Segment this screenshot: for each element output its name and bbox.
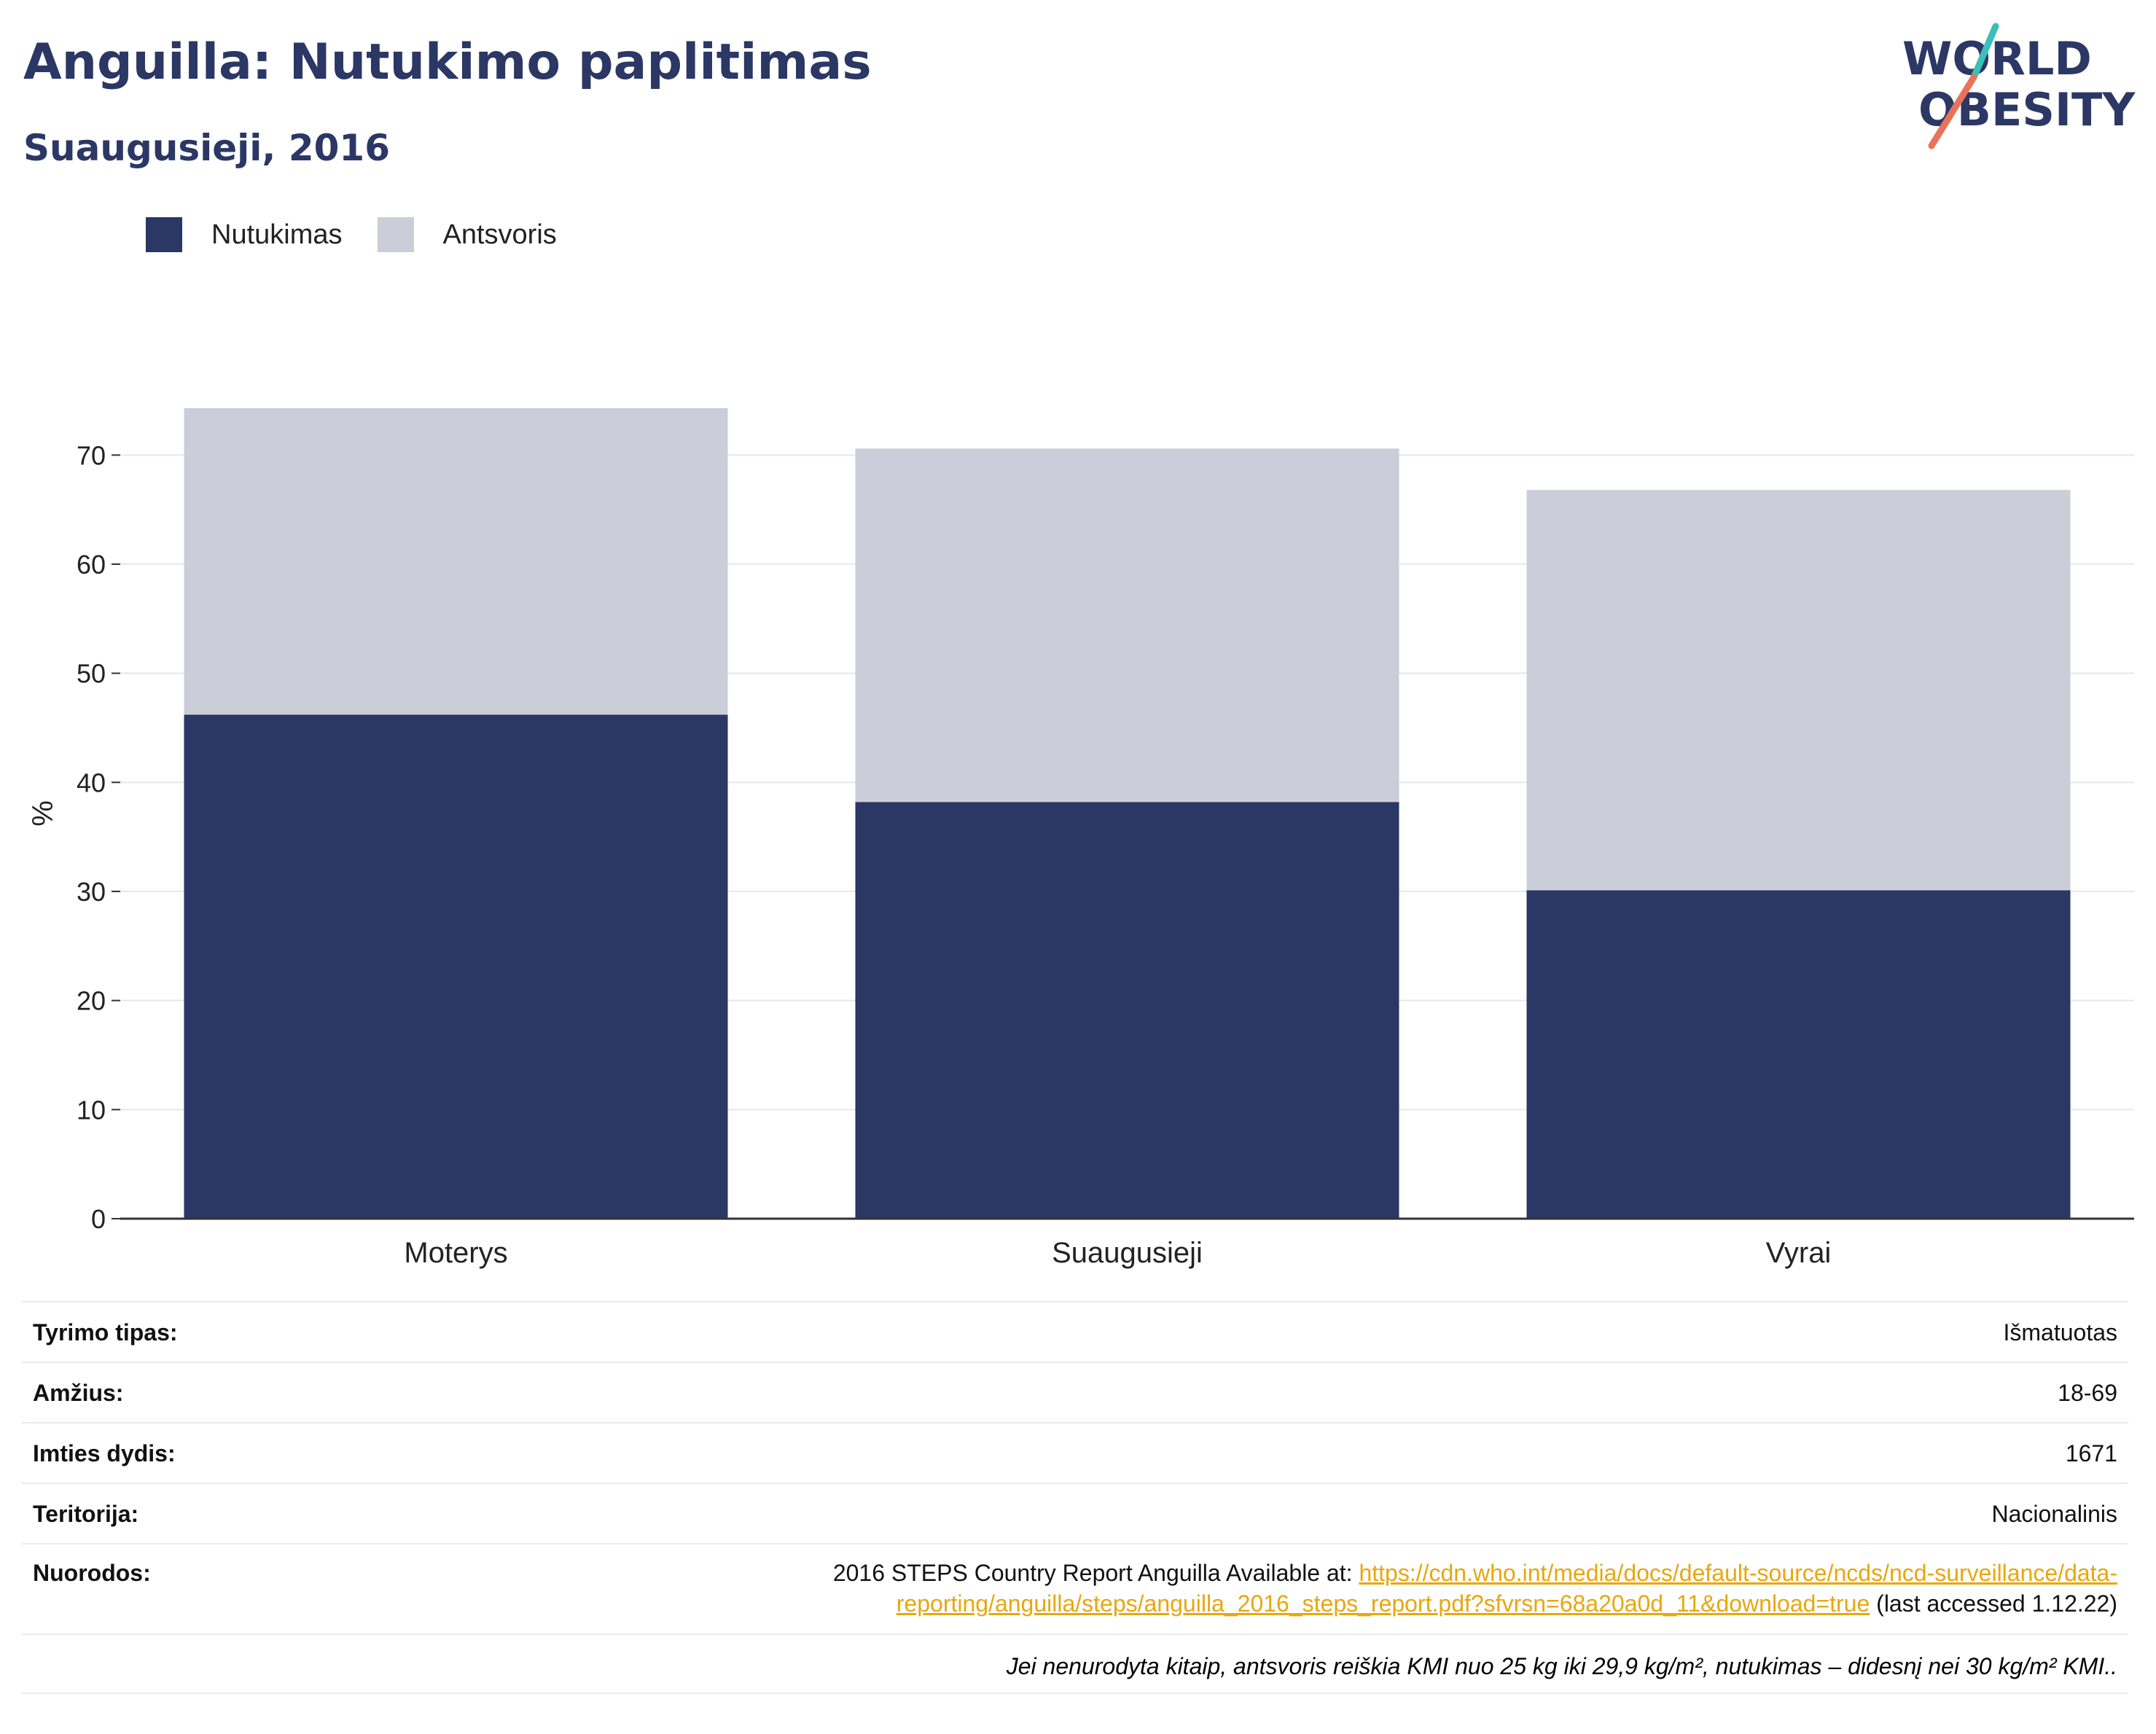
info-row-references: Nuorodos: 2016 STEPS Country Report Angu… bbox=[22, 1543, 2128, 1633]
info-label: Imties dydis: bbox=[33, 1440, 176, 1467]
bar-nutukimas-moterys bbox=[184, 714, 728, 1219]
info-label: Amžius: bbox=[33, 1380, 124, 1406]
reference-value: 2016 STEPS Country Report Anguilla Avail… bbox=[660, 1558, 2117, 1619]
info-label: Nuorodos: bbox=[33, 1560, 151, 1586]
legend-label-antsvoris: Antsvoris bbox=[442, 219, 557, 250]
reference-link[interactable]: https://cdn.who.int/media/docs/default-s… bbox=[896, 1560, 2117, 1617]
info-table: Tyrimo tipas: Išmatuotas Amžius: 18-69 I… bbox=[22, 1301, 2128, 1694]
logo-text-world: WORLD bbox=[1902, 32, 2092, 85]
y-tick-label: 70 bbox=[77, 440, 106, 470]
info-value: Išmatuotas bbox=[2003, 1319, 2117, 1346]
x-tick-label: Vyrai bbox=[1766, 1237, 1832, 1269]
y-tick-label: 60 bbox=[77, 550, 106, 579]
info-value: Nacionalinis bbox=[1991, 1501, 2117, 1527]
chart-legend: Nutukimas Antsvoris bbox=[146, 216, 592, 254]
reference-suffix: (last accessed 1.12.22) bbox=[1870, 1590, 2117, 1617]
y-tick-label: 40 bbox=[77, 768, 106, 797]
bar-nutukimas-suaugusieji bbox=[855, 802, 1399, 1219]
bar-antsvoris-vyrai bbox=[1526, 490, 2071, 891]
world-obesity-logo: WORLD OBESITY bbox=[1902, 23, 2136, 149]
info-row-age: Amžius: 18-69 bbox=[22, 1362, 2128, 1422]
y-tick-label: 0 bbox=[91, 1204, 106, 1234]
info-row-note: Jei nenurodyta kitaip, antsvoris reiškia… bbox=[22, 1633, 2128, 1694]
bar-nutukimas-vyrai bbox=[1526, 890, 2071, 1219]
info-row-sample-size: Imties dydis: 1671 bbox=[22, 1422, 2128, 1483]
legend-item-antsvoris[interactable]: Antsvoris bbox=[377, 217, 557, 252]
bar-antsvoris-moterys bbox=[184, 408, 728, 715]
bar-chart: 0 10 20 30 40 50 60 70% Moterys Suaugusieji Vyrai bbox=[27, 408, 2134, 1269]
x-tick-label: Moterys bbox=[404, 1237, 507, 1269]
legend-item-nutukimas[interactable]: Nutukimas bbox=[146, 217, 343, 252]
info-label: Teritorija: bbox=[33, 1501, 139, 1527]
y-tick-label: 30 bbox=[77, 877, 106, 907]
legend-swatch-antsvoris bbox=[377, 217, 414, 252]
info-row-survey-type: Tyrimo tipas: Išmatuotas bbox=[22, 1301, 2128, 1362]
legend-label-nutukimas: Nutukimas bbox=[211, 219, 343, 250]
info-row-territory: Teritorija: Nacionalinis bbox=[22, 1483, 2128, 1543]
y-tick-label: 50 bbox=[77, 659, 106, 689]
x-tick-label: Suaugusieji bbox=[1052, 1237, 1203, 1269]
chart-title: Anguilla: Nutukimo paplitimas bbox=[23, 34, 872, 91]
bar-antsvoris-suaugusieji bbox=[855, 448, 1399, 802]
chart-subtitle: Suaugusieji, 2016 bbox=[23, 127, 390, 169]
y-axis-label: % bbox=[27, 800, 59, 827]
info-label: Tyrimo tipas: bbox=[33, 1319, 178, 1346]
info-value: 18-69 bbox=[2058, 1380, 2117, 1406]
info-value: 1671 bbox=[2065, 1440, 2117, 1467]
logo-slash-top bbox=[1970, 23, 1999, 81]
logo-slash-bottom bbox=[1928, 74, 1977, 149]
y-tick-label: 20 bbox=[77, 986, 106, 1016]
y-tick-label: 10 bbox=[77, 1095, 106, 1125]
legend-swatch-nutukimas bbox=[146, 217, 182, 252]
reference-prefix: 2016 STEPS Country Report Anguilla Avail… bbox=[832, 1560, 1359, 1586]
definition-note: Jei nenurodyta kitaip, antsvoris reiškia… bbox=[1006, 1653, 2117, 1679]
